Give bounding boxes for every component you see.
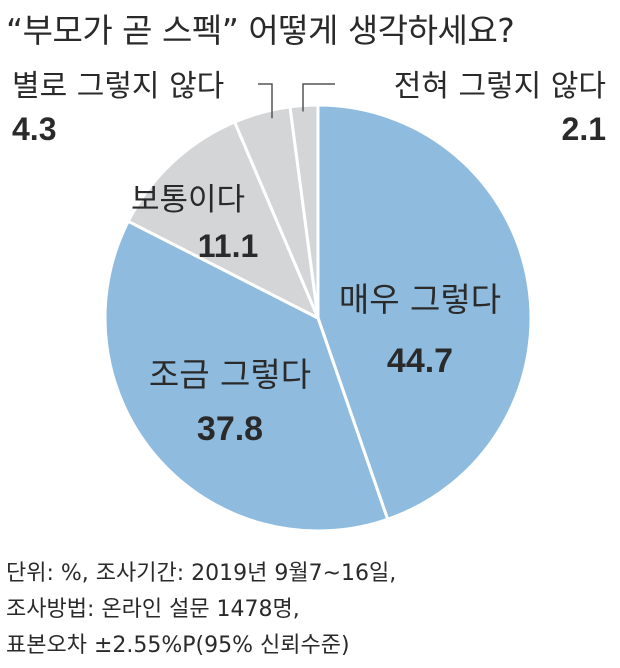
- footnote-unit-period: 단위: %, 조사기간: 2019년 9월7~16일,: [6, 561, 397, 586]
- slice-label-3: 별로 그렇지 않다: [12, 69, 224, 104]
- leader-line-3: [258, 83, 273, 119]
- footnote-method: 조사방법: 온라인 설문 1478명,: [6, 597, 300, 622]
- leader-lines: [258, 83, 335, 119]
- chart-title: “부모가 곧 스펙” 어떻게 생각하세요?: [6, 11, 515, 50]
- slice-label-1: 조금 그렇다: [149, 355, 311, 394]
- slice-label-0: 매우 그렇다: [339, 280, 501, 319]
- footnote-margin: 표본오차 ±2.55%P(95% 신뢰수준): [6, 633, 350, 658]
- pie-slice-1: [103, 219, 390, 533]
- slice-value-1: 37.8: [197, 410, 263, 448]
- slice-label-4: 전혀 그렇지 않다: [394, 69, 606, 104]
- pie-slice-0: [316, 103, 533, 521]
- pie-slice-2: [126, 120, 320, 320]
- slice-label-2: 보통이다: [131, 182, 245, 218]
- slice-value-4: 2.1: [562, 111, 606, 147]
- pie-slices: [103, 103, 533, 533]
- slice-value-2: 11.1: [198, 228, 259, 264]
- slice-value-3: 4.3: [12, 111, 56, 147]
- slice-value-0: 44.7: [387, 342, 453, 380]
- leader-line-4: [302, 83, 335, 112]
- footnotes: 단위: %, 조사기간: 2019년 9월7~16일, 조사방법: 온라인 설문…: [6, 556, 396, 664]
- pie-slice-4: [288, 103, 320, 320]
